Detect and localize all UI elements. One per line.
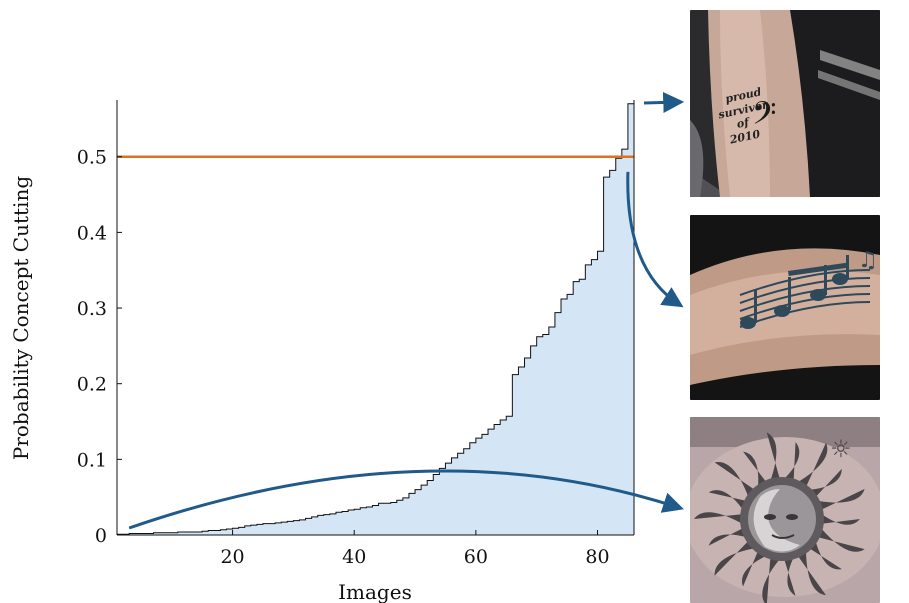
- y-tick-label: 0.4: [77, 222, 107, 244]
- y-tick-label: 0.1: [77, 449, 107, 471]
- sun-ray: [784, 557, 796, 596]
- sun-ray: [766, 432, 780, 481]
- thumbnail-music-notes-tattoo: ♫: [690, 215, 880, 400]
- arrow-to-thumbnail-3: [128, 469, 684, 530]
- y-tick-label: 0.5: [77, 147, 107, 169]
- sun-icon: ☼: [830, 435, 852, 463]
- sun-ray: [762, 557, 780, 603]
- music-notes-icon: [740, 255, 850, 329]
- bass-clef-icon: 𝄢: [752, 95, 776, 139]
- sun-ray: [784, 442, 800, 481]
- sun-ray: [809, 540, 842, 570]
- x-tick-label: 20: [220, 546, 244, 568]
- sun-ray: [797, 550, 826, 596]
- arrow-to-thumbnail-1: [643, 91, 685, 113]
- x-tick-label: 60: [464, 546, 488, 568]
- thumbnail-sun-moon-tattoo: ☼: [690, 417, 880, 603]
- note-glyph: ♫: [858, 248, 878, 273]
- x-axis-title: Images: [338, 580, 412, 603]
- y-tick-label: 0.2: [77, 374, 107, 396]
- tattoo-photo-2: ♫: [690, 215, 880, 400]
- sun-ray: [708, 528, 747, 546]
- plot-area: [117, 103, 634, 536]
- y-tick-label: 0.3: [77, 298, 107, 320]
- sun-ray: [821, 514, 860, 525]
- tattoo-photo-1: proud survivor of 2010 𝄢: [690, 10, 880, 197]
- sun-ray: [809, 468, 842, 498]
- series-fill-area: [117, 103, 634, 536]
- axes: 0 0.1 0.2 0.3 0.4 0.5 20 40 60 80: [77, 100, 635, 568]
- x-tick-label: 80: [585, 546, 609, 568]
- sun-ray: [714, 540, 755, 576]
- x-tick-label: 40: [342, 546, 366, 568]
- inscription-line-3: of: [736, 115, 753, 131]
- arrow-to-thumbnail-2: [626, 171, 684, 308]
- sun-ray: [817, 488, 865, 510]
- sun-ray: [743, 451, 767, 488]
- tattoo-photo-3: ☼: [690, 417, 880, 603]
- thumbnail-inscription-tattoo: proud survivor of 2010 𝄢: [690, 10, 880, 197]
- series-step-line: [117, 103, 634, 535]
- y-tick-label: 0: [95, 525, 107, 547]
- inscription-line-4: 2010: [728, 127, 762, 146]
- y-axis-title: Probability Concept Cutting: [9, 176, 33, 460]
- sun-ray: [694, 512, 743, 524]
- arrows: [128, 91, 685, 530]
